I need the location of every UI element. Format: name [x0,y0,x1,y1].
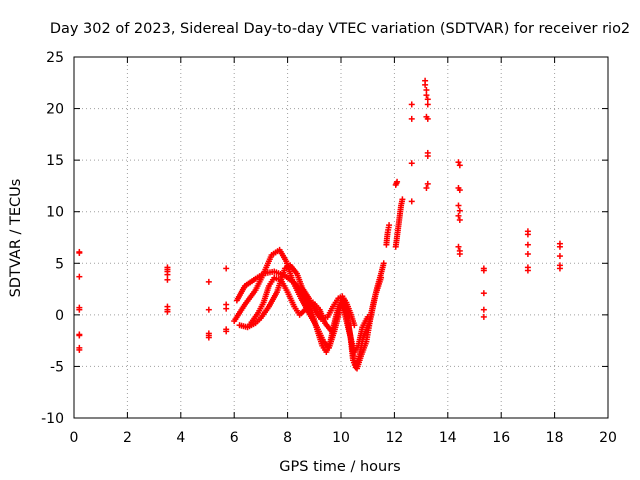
data-point [524,251,531,258]
data-point [455,202,462,209]
data-series-rio2 [76,77,563,372]
data-point [424,153,431,160]
y-tick-label: 10 [46,205,64,221]
data-point [423,184,430,191]
x-tick-label: 10 [332,430,350,446]
data-point [364,313,371,320]
data-point [455,212,462,219]
data-point [408,160,415,167]
data-point [423,92,430,99]
data-point [556,243,563,250]
data-point [408,101,415,108]
data-point [205,278,212,285]
x-tick-label: 18 [546,430,564,446]
data-point [223,265,230,272]
y-tick-label: 25 [46,50,64,66]
x-tick-label: 2 [123,430,132,446]
y-tick-label: -5 [50,359,64,375]
y-tick-label: 0 [55,308,64,324]
data-point [456,187,463,194]
data-point [205,306,212,313]
data-point [164,271,171,278]
data-point [399,196,406,203]
y-tick-label: 20 [46,102,64,118]
data-point [76,273,83,280]
y-tick-label: -10 [41,411,64,427]
data-point [480,290,487,297]
data-point [480,306,487,313]
data-point [480,267,487,274]
data-point [394,178,401,185]
data-point [423,87,430,94]
y-tick-label: 5 [55,256,64,272]
data-point [408,198,415,205]
x-axis-label: GPS time / hours [279,459,400,475]
data-point [205,334,212,341]
data-point [76,306,83,313]
grid [74,57,608,418]
data-point [408,115,415,122]
data-point [556,253,563,260]
data-point [424,96,431,103]
x-tick-label: 16 [492,430,510,446]
x-tick-label: 4 [176,430,185,446]
data-point [524,241,531,248]
data-point [351,322,358,329]
x-tick-label: 6 [230,430,239,446]
data-point [164,308,171,315]
x-tick-label: 0 [70,430,79,446]
x-tick-label: 8 [283,430,292,446]
axes: 0 2 4 6 8 10 12 14 16 18 20 -10 -5 0 5 10 15 20 25 [41,50,617,446]
data-point [76,249,83,256]
data-point [455,159,462,166]
data-point [223,328,230,335]
data-point [456,162,463,169]
data-point [424,115,431,122]
data-point [76,346,83,353]
y-axis-label: SDTVAR / TECUs [8,179,24,298]
data-point [455,243,462,250]
data-point [422,81,429,88]
data-point [456,216,463,223]
x-tick-label: 14 [439,430,457,446]
data-point [480,313,487,320]
data-point [76,332,83,339]
chart-title: Day 302 of 2023, Sidereal Day-to-day VTE… [50,21,630,37]
data-point [164,276,171,283]
data-point [424,180,431,187]
data-point [386,222,393,229]
x-tick-label: 12 [385,430,403,446]
data-point [524,267,531,274]
y-tick-label: 15 [46,153,64,169]
data-point [556,265,563,272]
data-point [223,305,230,312]
data-point [378,274,385,281]
data-point [456,251,463,258]
data-point [424,101,431,108]
data-point [524,231,531,238]
data-point [380,260,387,267]
x-tick-label: 20 [599,430,617,446]
data-point [456,207,463,214]
